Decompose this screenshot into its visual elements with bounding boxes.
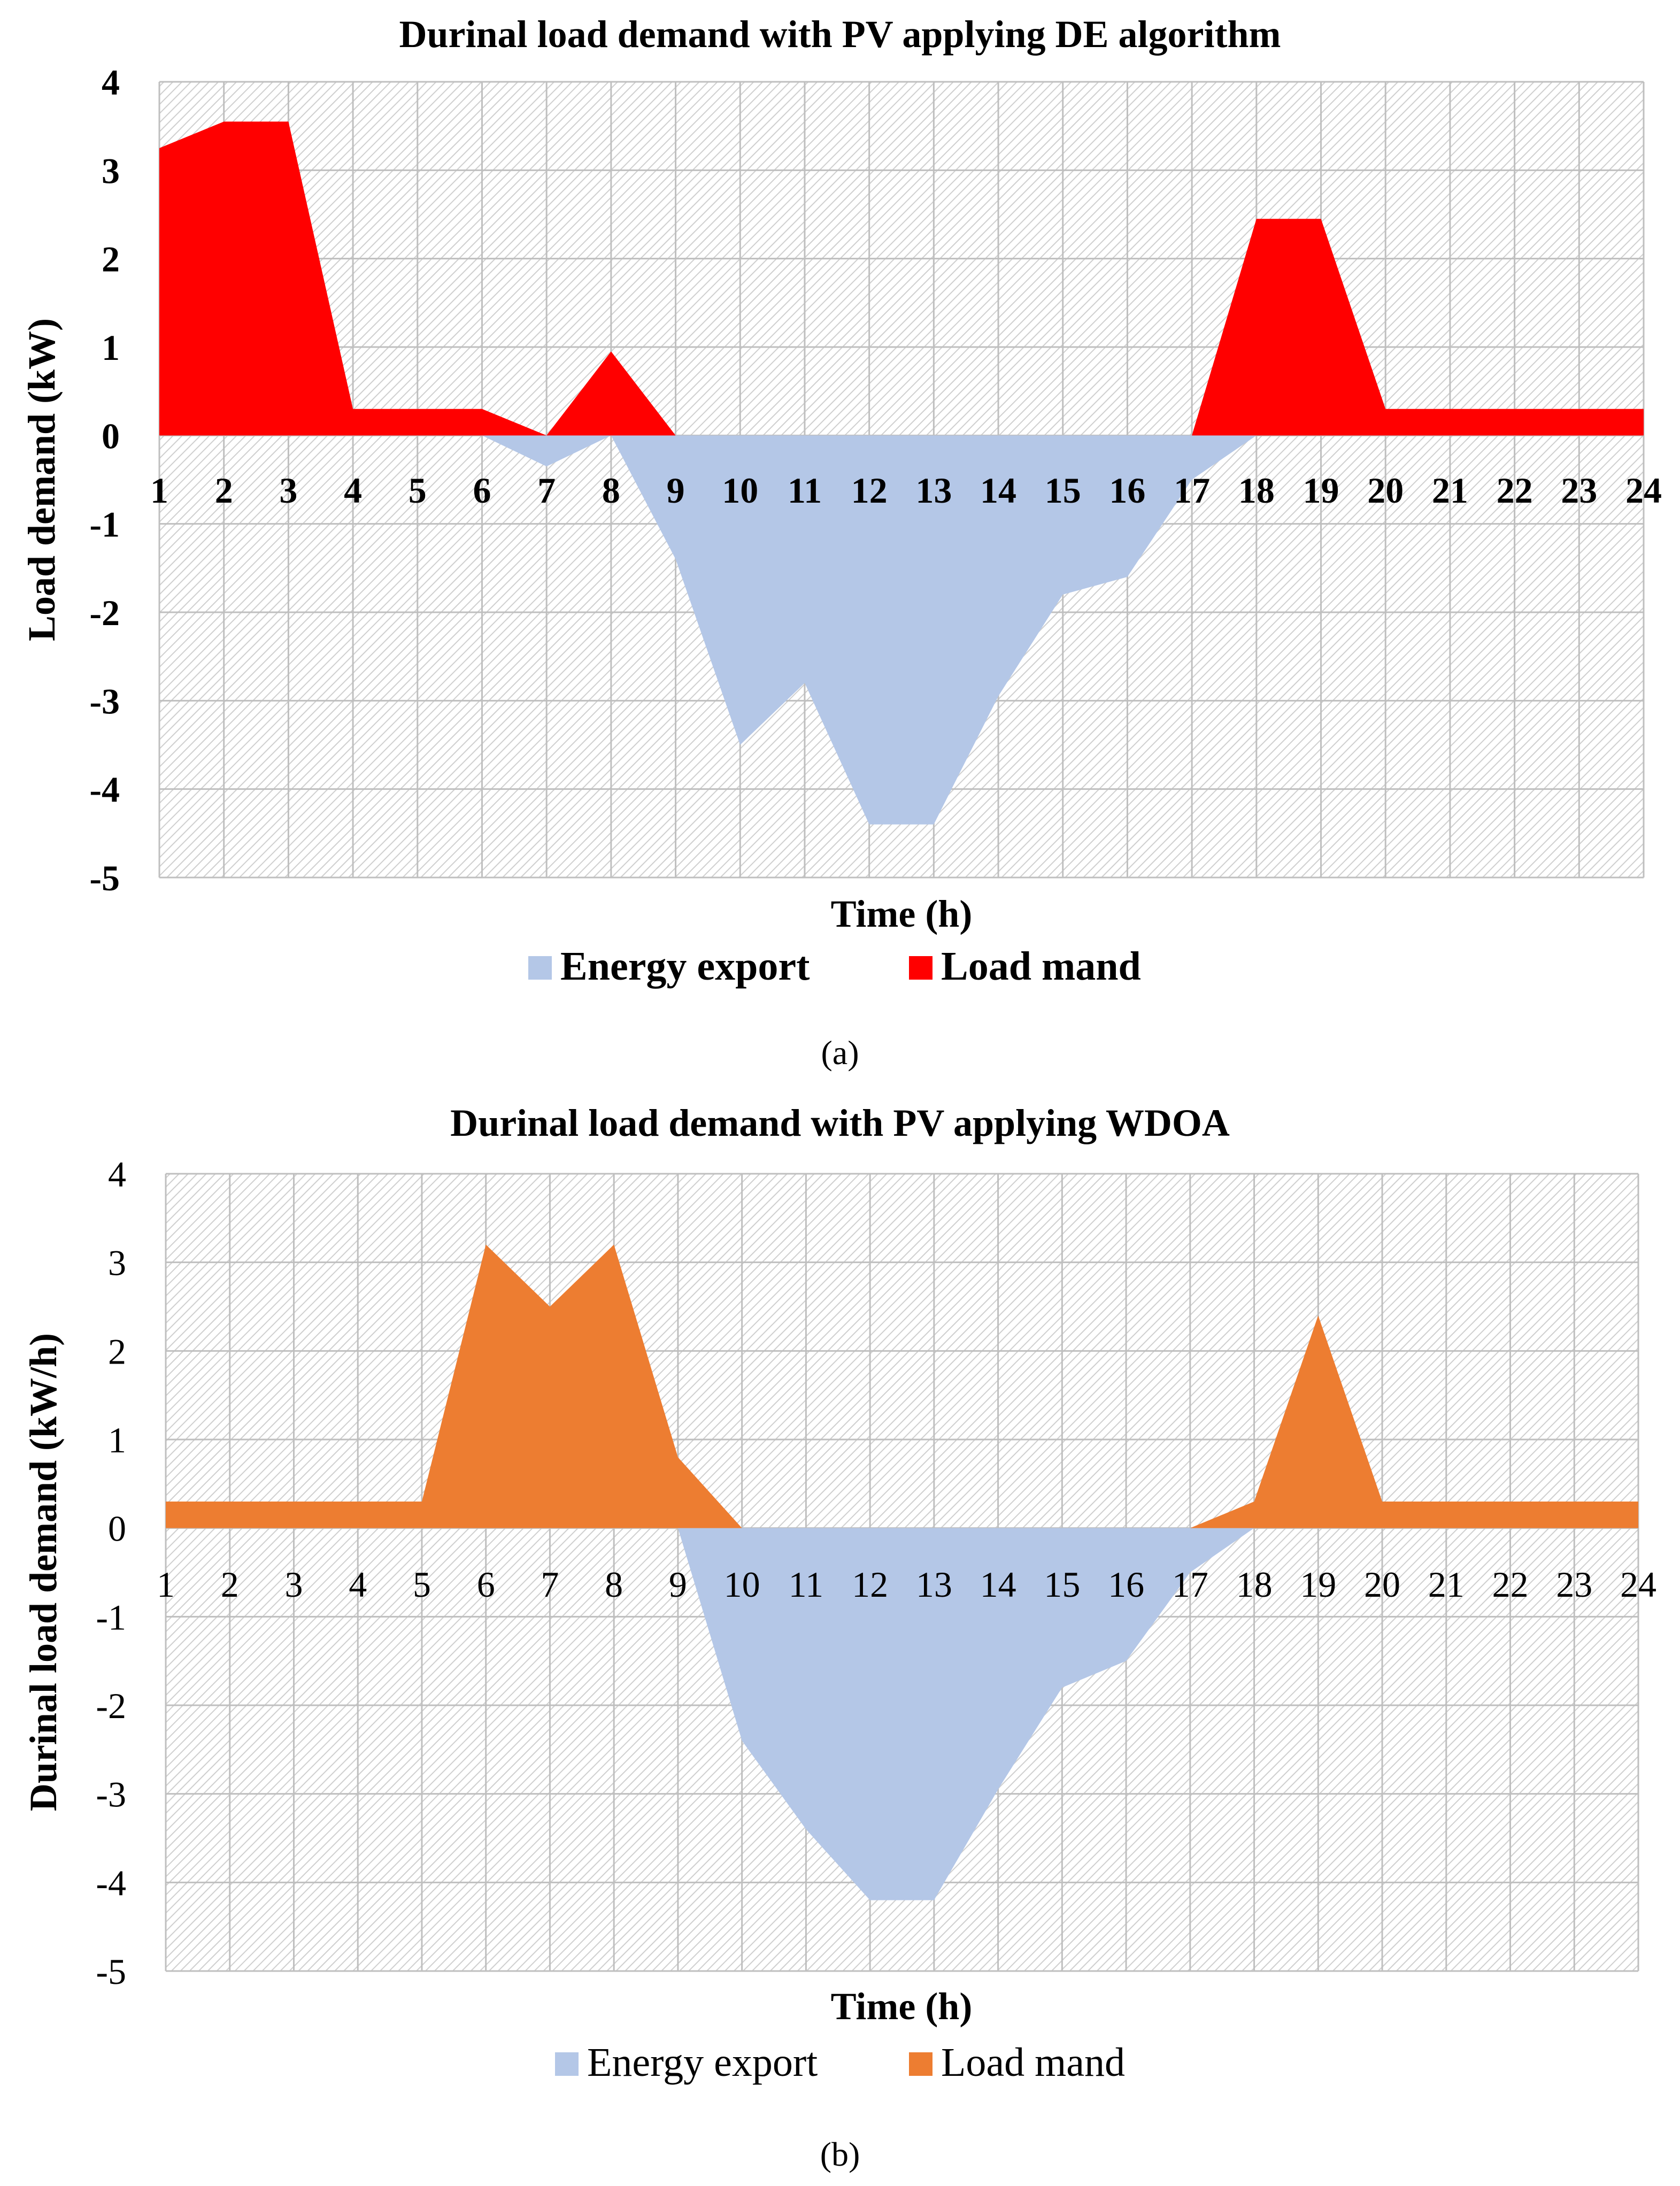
x-tick-label: 5 — [413, 1564, 431, 1605]
x-tick-label: 10 — [722, 470, 758, 511]
chart-a-caption: (a) — [821, 1034, 859, 1072]
x-tick-label: 4 — [349, 1564, 367, 1605]
x-tick-label: 15 — [1045, 470, 1081, 511]
x-tick-label: 21 — [1428, 1564, 1465, 1605]
chart-a-legend-swatch-energy-export — [528, 956, 552, 980]
chart-a-x-ticks: 1 2 3 4 5 6 7 8 9 10 11 12 13 14 15 16 17 18 19 20 21 22 23 24 — [150, 470, 1662, 511]
x-tick-label: 17 — [1174, 470, 1210, 511]
x-tick-label: 16 — [1108, 1564, 1144, 1605]
x-tick-label: 13 — [915, 470, 952, 511]
x-tick-label: 2 — [221, 1564, 239, 1605]
y-tick-label: 3 — [108, 1243, 126, 1283]
y-tick-label: -2 — [89, 592, 120, 633]
x-tick-label: 9 — [669, 1564, 687, 1605]
x-tick-label: 10 — [724, 1564, 760, 1605]
x-tick-label: 18 — [1238, 470, 1275, 511]
x-tick-label: 6 — [473, 470, 491, 511]
chart-a-legend-load-mand: Load mand — [941, 944, 1141, 989]
y-tick-label: -4 — [89, 769, 120, 810]
chart-a-x-axis-label: Time (h) — [831, 892, 973, 935]
chart-b-legend-swatch-load-mand — [909, 2052, 933, 2076]
y-tick-label: -1 — [96, 1597, 126, 1637]
x-tick-label: 24 — [1620, 1564, 1656, 1605]
x-tick-label: 20 — [1367, 470, 1404, 511]
x-tick-label: 3 — [284, 1564, 303, 1605]
x-tick-label: 22 — [1492, 1564, 1529, 1605]
y-tick-label: -4 — [96, 1862, 126, 1903]
y-tick-label: -5 — [96, 1951, 126, 1992]
chart-b-y-axis-label: Durinal load demand (kW/h) — [22, 1333, 65, 1811]
y-tick-label: -3 — [89, 681, 120, 721]
y-tick-label: 3 — [102, 150, 120, 191]
chart-a-energy-export-area — [159, 435, 1644, 825]
y-tick-label: 4 — [108, 1154, 126, 1195]
y-tick-label: 2 — [102, 239, 120, 280]
x-tick-label: 13 — [916, 1564, 952, 1605]
x-tick-label: 12 — [852, 1564, 888, 1605]
x-tick-label: 7 — [537, 470, 556, 511]
x-tick-label: 8 — [602, 470, 620, 511]
x-tick-label: 18 — [1236, 1564, 1273, 1605]
x-tick-label: 20 — [1364, 1564, 1400, 1605]
chart-a-load-mand-area — [159, 121, 1644, 436]
x-tick-label: 19 — [1303, 470, 1339, 511]
x-tick-label: 9 — [667, 470, 685, 511]
chart-b-legend-load-mand: Load mand — [941, 2040, 1125, 2085]
y-tick-label: -1 — [89, 504, 120, 545]
x-tick-label: 14 — [980, 470, 1016, 511]
y-tick-label: -5 — [89, 858, 120, 898]
y-tick-label: 0 — [108, 1508, 126, 1549]
chart-b-x-axis-label: Time (h) — [831, 1985, 973, 2028]
y-tick-label: 4 — [102, 62, 120, 103]
chart-b-x-ticks: 1 2 3 4 5 6 7 8 9 10 11 12 13 14 15 16 17 18 19 20 21 22 23 24 — [157, 1564, 1656, 1605]
x-tick-label: 22 — [1497, 470, 1533, 511]
x-tick-label: 15 — [1044, 1564, 1080, 1605]
x-tick-label: 7 — [541, 1564, 559, 1605]
x-tick-label: 21 — [1432, 470, 1468, 511]
x-tick-label: 24 — [1625, 470, 1662, 511]
y-tick-label: 2 — [108, 1331, 126, 1372]
chart-b-legend-swatch-energy-export — [555, 2052, 579, 2076]
y-tick-label: 0 — [102, 415, 120, 456]
x-tick-label: 3 — [279, 470, 297, 511]
x-tick-label: 12 — [851, 470, 888, 511]
x-tick-label: 5 — [409, 470, 427, 511]
x-tick-label: 1 — [150, 470, 168, 511]
chart-a-legend-energy-export: Energy export — [560, 944, 810, 989]
chart-b: Durinal load demand with PV applying WDO… — [22, 1102, 1656, 2173]
y-tick-label: -3 — [96, 1774, 126, 1815]
chart-b-legend-energy-export: Energy export — [587, 2040, 818, 2085]
chart-b-title: Durinal load demand with PV applying WDO… — [450, 1102, 1230, 1144]
x-tick-label: 2 — [215, 470, 233, 511]
chart-a-legend: Energy export Load mand — [528, 944, 1141, 989]
x-tick-label: 11 — [788, 470, 822, 511]
chart-b-caption: (b) — [820, 2135, 860, 2173]
x-tick-label: 19 — [1300, 1564, 1336, 1605]
chart-b-energy-export-area — [166, 1528, 1638, 1900]
x-tick-label: 23 — [1556, 1564, 1592, 1605]
x-tick-label: 1 — [157, 1564, 175, 1605]
chart-a-y-axis-label: Load demand (kW) — [20, 318, 63, 641]
chart-a-title: Durinal load demand with PV applying DE … — [399, 13, 1281, 56]
x-tick-label: 6 — [477, 1564, 495, 1605]
y-tick-label: -2 — [96, 1685, 126, 1726]
x-tick-label: 23 — [1561, 470, 1597, 511]
chart-a-legend-swatch-load-mand — [909, 956, 933, 980]
x-tick-label: 17 — [1172, 1564, 1208, 1605]
chart-b-legend: Energy export Load mand — [555, 2040, 1125, 2085]
y-tick-label: 1 — [102, 327, 120, 368]
x-tick-label: 4 — [344, 470, 362, 511]
chart-a-y-ticks: 4 3 2 1 0 -1 -2 -3 -4 -5 — [89, 62, 120, 898]
chart-b-load-mand-area — [166, 1244, 1638, 1528]
chart-a: Durinal load demand with PV applying DE … — [20, 13, 1662, 1072]
y-tick-label: 1 — [108, 1420, 126, 1460]
chart-b-y-ticks: 4 3 2 1 0 -1 -2 -3 -4 -5 — [96, 1154, 126, 1992]
x-tick-label: 8 — [605, 1564, 623, 1605]
x-tick-label: 14 — [980, 1564, 1016, 1605]
x-tick-label: 11 — [789, 1564, 823, 1605]
x-tick-label: 16 — [1109, 470, 1145, 511]
